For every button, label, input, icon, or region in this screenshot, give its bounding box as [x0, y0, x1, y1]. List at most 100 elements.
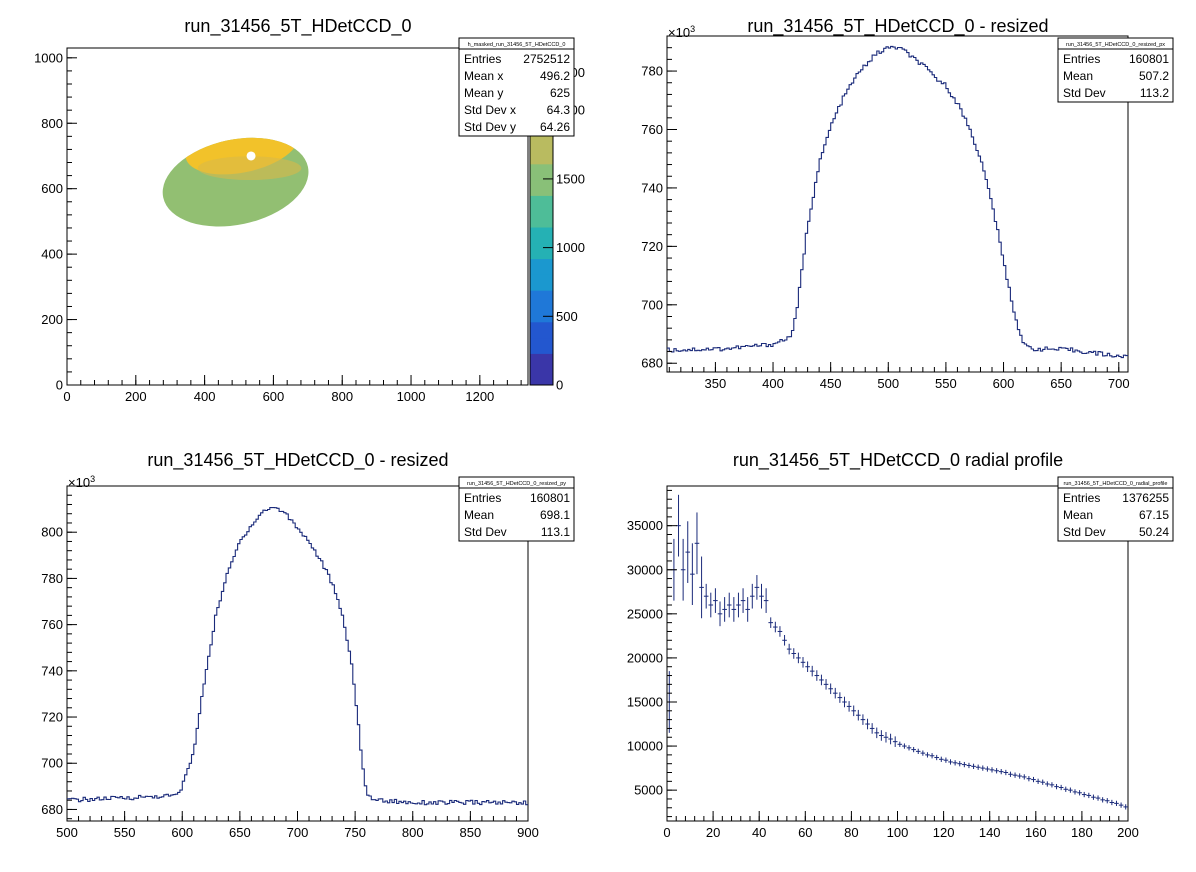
- x-tick-label: 500: [56, 825, 78, 840]
- y-axis: 5000 10000 15000 20000 25000 30000 35000: [627, 489, 677, 818]
- stats-value: 496.2: [540, 69, 570, 83]
- data-point: [883, 731, 889, 743]
- x-tick-label: 0: [63, 389, 70, 404]
- x-tick-label: 200: [1117, 825, 1139, 840]
- x-tick-label: 800: [402, 825, 424, 840]
- data-point: [897, 741, 903, 747]
- profile-points: [667, 494, 1128, 810]
- data-point: [1031, 776, 1036, 783]
- palette-band: [530, 274, 553, 291]
- x-tick-label: 40: [752, 825, 766, 840]
- stats-value: 113.2: [1140, 86, 1169, 100]
- data-point: [966, 762, 972, 769]
- data-point: [902, 743, 907, 749]
- data-point: [892, 736, 898, 747]
- data-point: [749, 583, 755, 609]
- x-tick-label: 0: [663, 825, 670, 840]
- palette-tick-label: 1500: [556, 171, 585, 186]
- data-point: [763, 588, 769, 613]
- stats-name: h_masked_run_31456_5T_HDetCCD_0: [468, 42, 566, 48]
- data-point: [1054, 783, 1059, 790]
- histogram-line: [67, 507, 528, 806]
- y-tick-label: 700: [41, 756, 63, 771]
- data-point: [740, 588, 746, 613]
- data-point: [1040, 779, 1046, 785]
- stats-value: 50.24: [1139, 525, 1169, 539]
- palette-band: [530, 163, 553, 181]
- data-point: [1008, 771, 1013, 777]
- y-tick-label: 10000: [627, 739, 663, 754]
- data-point: [805, 661, 810, 673]
- stats-label: Std Dev: [464, 525, 507, 539]
- stats-box: run_31456_5T_HDetCCD_0_resized_px Entries…: [1057, 37, 1174, 103]
- data-point: [791, 648, 797, 659]
- data-point: [957, 761, 963, 767]
- data-point: [1095, 795, 1101, 801]
- data-point: [975, 764, 981, 770]
- data-point: [1058, 784, 1064, 791]
- y-tick-label: 400: [41, 247, 63, 262]
- palette-band: [530, 337, 553, 354]
- stats-box: run_31456_5T_HDetCCD_0_resized_py Entries…: [458, 476, 575, 542]
- data-point: [998, 768, 1004, 775]
- stats-label: Entries: [1063, 491, 1100, 505]
- x-tick-label: 700: [1108, 376, 1130, 391]
- data-point: [1077, 790, 1082, 796]
- data-point: [1017, 773, 1022, 779]
- data-point: [832, 687, 838, 699]
- data-point: [745, 597, 750, 622]
- x-tick-label: 450: [820, 376, 842, 391]
- data-point: [948, 759, 953, 765]
- pad-3: 500 550 600 650 700 750 800 850 900 680 700 720 740 7…: [41, 450, 575, 840]
- palette-band: [530, 148, 553, 165]
- data-point: [888, 733, 893, 745]
- palette-band: [530, 227, 553, 244]
- stats-value: 113.1: [541, 525, 570, 539]
- palette-tick-label: 0: [556, 378, 563, 393]
- data-point: [754, 575, 760, 600]
- stats-label: Mean: [1063, 69, 1093, 83]
- chart-title: run_31456_5T_HDetCCD_0 - resized: [147, 450, 448, 471]
- x-tick-label: 400: [194, 389, 216, 404]
- data-point: [846, 701, 852, 712]
- x-tick-label: 1200: [465, 389, 494, 404]
- x-tick-label: 650: [1050, 376, 1072, 391]
- data-point: [1049, 782, 1055, 788]
- data-point: [934, 754, 939, 761]
- data-point: [1026, 776, 1032, 782]
- x-tick-label: 1000: [397, 389, 426, 404]
- palette-band: [530, 306, 553, 323]
- data-point: [726, 592, 732, 618]
- y-multiplier-exponent: 3: [90, 474, 95, 484]
- stats-label: Mean: [1063, 508, 1093, 522]
- palette-band: [530, 242, 553, 260]
- data-point: [915, 748, 921, 754]
- data-point: [1072, 789, 1078, 795]
- data-point: [985, 766, 990, 772]
- stats-name: run_31456_5T_HDetCCD_0_radial_profile: [1064, 481, 1168, 487]
- data-point: [690, 543, 695, 606]
- data-point: [1021, 774, 1027, 780]
- palette-band: [530, 290, 553, 307]
- x-tick-label: 550: [114, 825, 136, 840]
- palette-band: [530, 195, 553, 212]
- stats-label: Std Dev y: [464, 120, 516, 134]
- stats-frame: [458, 37, 575, 137]
- y-tick-label: 780: [41, 571, 63, 586]
- stats-value: 507.2: [1139, 69, 1169, 83]
- data-point: [837, 692, 843, 703]
- data-point: [782, 634, 787, 646]
- stats-value: 64.26: [540, 120, 570, 134]
- y-multiplier-exponent: 3: [690, 24, 695, 34]
- x-tick-label: 80: [844, 825, 858, 840]
- data-point: [1063, 786, 1069, 792]
- palette-band: [530, 179, 553, 196]
- data-point: [906, 745, 912, 751]
- stats-value: 67.15: [1139, 508, 1169, 522]
- data-point: [869, 723, 875, 734]
- x-tick-label: 60: [798, 825, 812, 840]
- y-tick-label: 680: [641, 356, 663, 371]
- histogram-line: [667, 45, 1128, 359]
- chart-title: run_31456_5T_HDetCCD_0 radial profile: [733, 450, 1063, 471]
- stats-label: Std Dev: [1063, 86, 1106, 100]
